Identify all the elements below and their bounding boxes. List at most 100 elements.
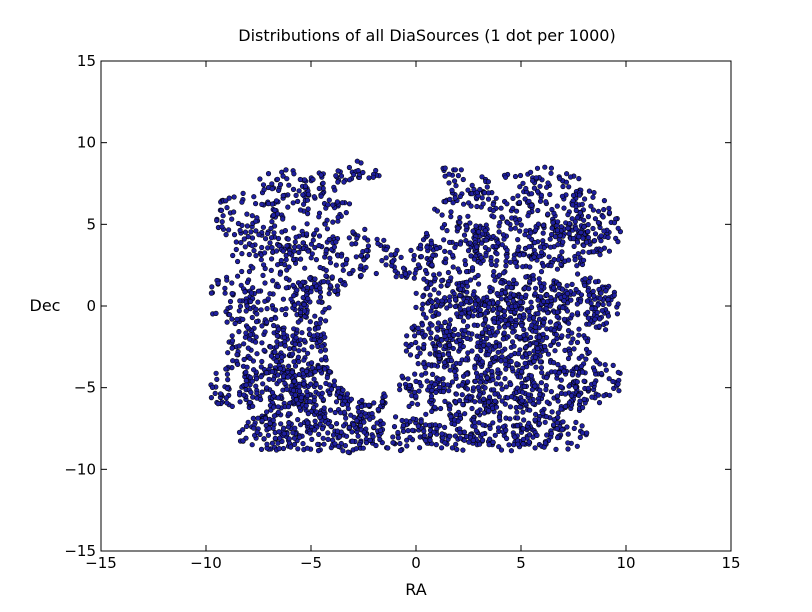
data-point	[600, 214, 606, 220]
data-point	[598, 370, 605, 377]
data-point	[457, 292, 463, 299]
data-point	[536, 276, 542, 282]
data-point	[266, 376, 272, 382]
data-point	[417, 445, 423, 451]
data-point	[419, 372, 425, 378]
data-point	[493, 195, 499, 201]
data-point	[586, 249, 592, 255]
data-point	[482, 245, 489, 251]
data-point	[280, 248, 286, 254]
data-point	[573, 286, 579, 293]
data-point	[561, 205, 567, 211]
data-point	[300, 240, 306, 246]
data-point	[559, 427, 565, 433]
data-point	[503, 361, 509, 368]
data-point	[540, 230, 546, 236]
data-point	[492, 398, 498, 404]
data-point	[322, 347, 329, 353]
data-point	[540, 331, 546, 337]
data-point	[296, 348, 302, 354]
data-point	[442, 398, 448, 405]
data-point	[419, 306, 425, 312]
data-point	[454, 446, 460, 453]
data-point	[442, 165, 448, 171]
data-point	[265, 231, 271, 237]
data-point	[270, 376, 277, 383]
data-point	[506, 280, 512, 286]
data-point	[501, 236, 507, 242]
data-point	[442, 333, 448, 339]
data-point	[260, 182, 267, 188]
data-point	[390, 434, 396, 440]
data-point	[291, 225, 297, 231]
data-point	[572, 219, 578, 225]
data-point	[260, 224, 267, 230]
data-point	[566, 383, 572, 389]
data-point	[286, 264, 292, 270]
data-point	[578, 363, 585, 369]
data-point	[431, 287, 437, 293]
data-point	[538, 249, 545, 255]
data-point	[461, 429, 468, 435]
data-point	[473, 223, 479, 229]
data-point	[538, 380, 545, 386]
data-point	[448, 414, 454, 420]
data-point	[398, 254, 404, 260]
data-point	[327, 260, 334, 266]
data-point	[574, 271, 581, 277]
data-point	[470, 313, 476, 319]
x-tick-label: 15	[721, 554, 740, 572]
data-point	[485, 304, 492, 310]
data-point	[248, 332, 254, 338]
data-point	[355, 168, 361, 174]
data-point	[615, 301, 621, 307]
data-point	[229, 316, 235, 322]
data-point	[525, 392, 532, 398]
data-point	[486, 399, 492, 405]
data-point	[242, 229, 249, 235]
data-point	[295, 319, 301, 325]
data-point	[301, 301, 307, 308]
data-point	[592, 279, 599, 285]
data-point	[318, 193, 324, 199]
data-point	[460, 343, 466, 350]
data-point	[494, 251, 500, 257]
data-point	[545, 351, 552, 357]
data-point	[480, 322, 486, 328]
data-point	[570, 192, 577, 198]
data-point	[535, 311, 541, 317]
data-point	[562, 403, 569, 410]
data-point	[227, 304, 233, 310]
data-point	[258, 257, 264, 263]
data-point	[539, 337, 545, 343]
data-point	[230, 358, 236, 364]
data-point	[590, 288, 596, 295]
data-point	[407, 382, 413, 389]
data-point	[553, 322, 559, 328]
data-point	[297, 342, 303, 348]
data-point	[477, 186, 483, 193]
data-point	[421, 432, 428, 439]
data-point	[260, 272, 266, 279]
data-point	[442, 199, 449, 205]
data-point	[246, 268, 252, 275]
data-point	[586, 279, 592, 285]
data-point	[538, 365, 545, 371]
data-point	[479, 240, 485, 246]
data-point	[277, 181, 284, 188]
data-point	[363, 440, 370, 446]
data-point	[307, 430, 313, 436]
data-point	[444, 228, 450, 234]
data-point	[485, 367, 491, 373]
data-point	[409, 400, 415, 407]
data-point	[477, 312, 484, 318]
data-point	[491, 319, 497, 325]
data-point	[415, 401, 421, 407]
data-point	[244, 279, 251, 286]
data-point	[236, 308, 242, 314]
data-point	[347, 177, 353, 183]
data-point	[330, 219, 336, 225]
data-point	[284, 176, 290, 182]
data-point	[374, 236, 380, 242]
data-point	[351, 172, 357, 178]
